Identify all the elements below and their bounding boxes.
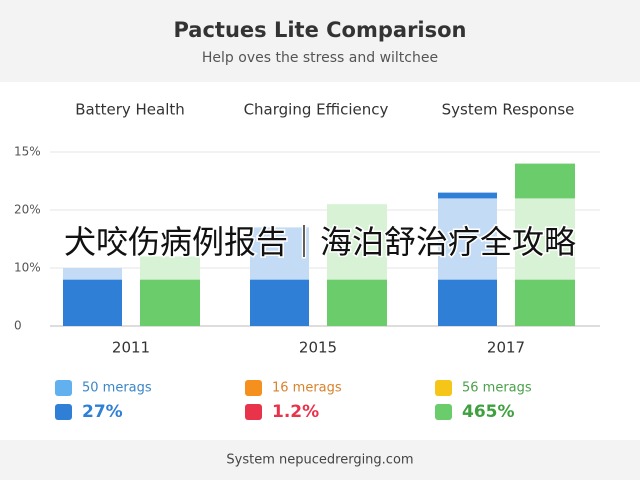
- bar-segment: [327, 279, 387, 326]
- bar-segment: [63, 279, 122, 326]
- legend-swatch: [435, 380, 452, 396]
- banner: 犬咬伤病例报告｜海泊舒治疗全攻略: [64, 223, 576, 261]
- legend: 50 merags 16 merags 56 merags 27% 1.2% 465%: [55, 380, 532, 422]
- plot: 0 10% 20% 15% 2011 2015 2017: [14, 145, 600, 357]
- y-tick-label: 0: [14, 319, 22, 333]
- legend-swatch: [55, 380, 72, 396]
- bar-segment: [438, 198, 497, 280]
- x-tick-label: 2017: [487, 339, 525, 357]
- bar-segment: [515, 279, 575, 326]
- legend-label: 465%: [462, 402, 515, 422]
- panel-title: System Response: [442, 101, 575, 119]
- legend-label: 50 merags: [82, 381, 152, 396]
- bar-segment: [250, 227, 309, 280]
- legend-label: 56 merags: [462, 381, 532, 396]
- bar-segment: [438, 192, 497, 199]
- bar-segment: [140, 256, 200, 280]
- bar-segment: [63, 268, 122, 280]
- legend-label: 27%: [82, 402, 123, 422]
- title: Pactues Lite Comparison: [173, 18, 466, 42]
- legend-swatch: [245, 380, 262, 396]
- footer-band: [0, 440, 640, 480]
- legend-swatch: [55, 404, 72, 420]
- y-tick-label: 15%: [14, 145, 41, 159]
- bar-segment: [250, 279, 309, 326]
- legend-label: 16 merags: [272, 381, 342, 396]
- bar-segment: [140, 279, 200, 326]
- header-band: [0, 0, 640, 82]
- x-tick-label: 2015: [299, 339, 337, 357]
- bar-segment: [438, 279, 497, 326]
- footer: System nepucedrerging.com: [226, 453, 413, 468]
- legend-swatch: [245, 404, 262, 420]
- panel-title: Battery Health: [75, 101, 185, 119]
- bar-segment: [515, 198, 575, 280]
- legend-swatch: [435, 404, 452, 420]
- bar-segment: [327, 204, 387, 280]
- x-tick-label: 2011: [112, 339, 150, 357]
- y-tick-label: 10%: [14, 261, 41, 275]
- y-tick-label: 20%: [14, 203, 41, 217]
- legend-label: 1.2%: [272, 402, 319, 422]
- panel-title: Charging Efficiency: [244, 101, 389, 119]
- subtitle: Help oves the stress and wiltchee: [202, 50, 438, 66]
- bar-segment: [515, 163, 575, 199]
